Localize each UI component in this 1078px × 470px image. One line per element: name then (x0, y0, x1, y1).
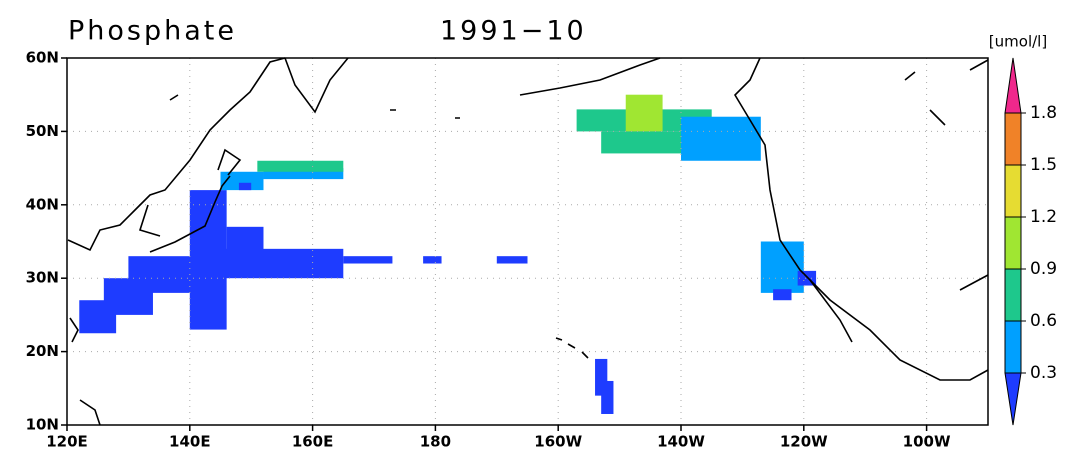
x-tick-label: 120W (780, 433, 828, 451)
data-cell (343, 256, 393, 264)
hawaii (555, 337, 589, 359)
data-cell (263, 168, 344, 180)
y-tick-label: 50N (26, 122, 59, 140)
kamchatka (284, 57, 349, 114)
colorbar-segment (1004, 320, 1022, 374)
x-tick-label: 160E (292, 433, 334, 451)
subtitle: 1991−10 (440, 16, 587, 47)
alaska (519, 57, 661, 96)
data-cell (681, 116, 761, 161)
axes: 120E 140E 160E 180 160W 140W 120W 100W 10N 20N 30N… (26, 49, 951, 451)
colorbar: 0.3 0.6 0.9 1.2 1.5 1.8 (1004, 57, 1057, 426)
colorbar-tick-label: 0.3 (1030, 363, 1057, 383)
map-frame (66, 57, 989, 426)
taiwan (69, 317, 101, 426)
japan (149, 148, 242, 253)
asia-coast (67, 57, 286, 252)
colorbar-tick-label: 1.5 (1030, 155, 1057, 175)
data-cell (601, 380, 614, 414)
title: Phosphate (68, 16, 237, 47)
colorbar-tick-label: 0.6 (1030, 311, 1057, 331)
data-cell (601, 131, 681, 154)
data-cell (226, 226, 264, 271)
y-tick-label: 30N (26, 269, 59, 287)
data-cell (238, 182, 252, 191)
x-tick-label: 140E (169, 433, 211, 451)
islands (169, 71, 916, 119)
north-america (733, 57, 989, 381)
colorbar-segment (1004, 216, 1022, 270)
colorbar-label: [umol/l] (989, 33, 1047, 51)
colorbar-low (1004, 372, 1022, 426)
data-cell (423, 256, 442, 264)
x-tick-label: 120E (46, 433, 88, 451)
data-cell (773, 289, 792, 301)
y-tick-label: 40N (26, 195, 59, 213)
data-cell (496, 256, 528, 264)
baja (809, 279, 853, 343)
x-tick-label: 140W (657, 433, 705, 451)
korea (138, 204, 161, 237)
x-tick-label: 100W (903, 433, 951, 451)
data-cell (257, 160, 344, 172)
colorbar-segment (1004, 112, 1022, 166)
data-cell (625, 94, 663, 132)
colorbar-tick-label: 1.8 (1030, 103, 1057, 123)
colorbar-segment (1004, 164, 1022, 218)
data-cell (760, 241, 804, 293)
colorbar-high (1004, 57, 1022, 114)
colorbar-tick-label: 1.2 (1030, 207, 1057, 227)
coastlines (67, 57, 989, 426)
y-tick-label: 20N (26, 342, 59, 360)
y-tick-label: 60N (26, 49, 59, 67)
y-tick-label: 10N (26, 416, 59, 434)
colorbar-tick-label: 0.9 (1030, 259, 1057, 279)
x-tick-label: 160W (534, 433, 582, 451)
colorbar-segment (1004, 268, 1022, 322)
x-tick-label: 180 (420, 433, 451, 451)
data-cells (79, 94, 817, 414)
data-cell (220, 171, 264, 191)
caribbean (929, 59, 989, 291)
